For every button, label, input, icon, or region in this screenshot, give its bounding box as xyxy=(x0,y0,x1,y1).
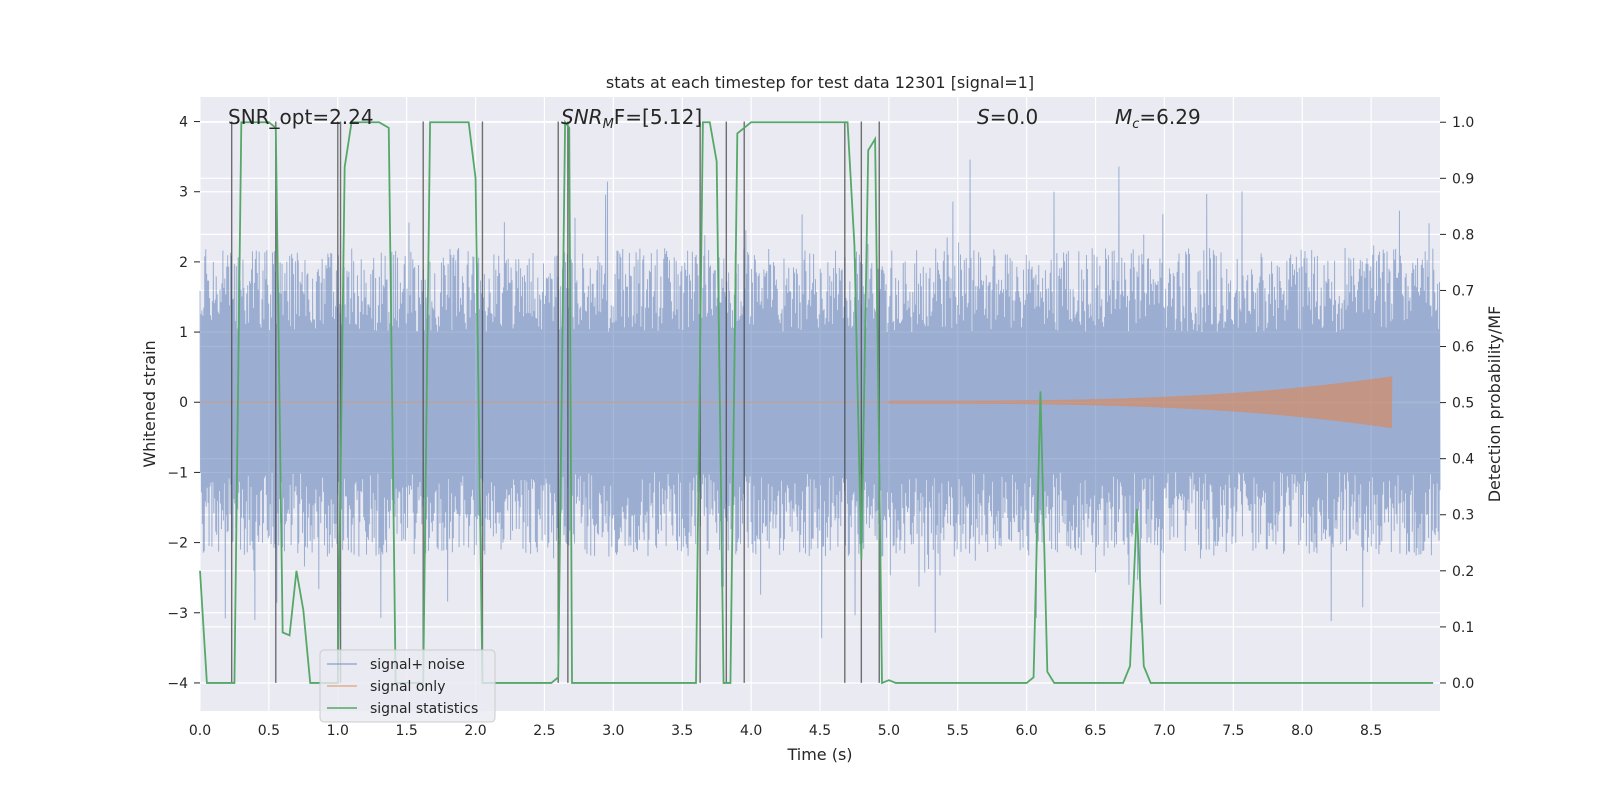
snr-mf-subscript: M xyxy=(603,117,614,132)
signal-noise-line xyxy=(199,159,1441,639)
right-tick-label: 0.0 xyxy=(1452,676,1474,692)
left-tick-label: −4 xyxy=(167,676,188,692)
s-variable: S xyxy=(977,105,990,129)
legend-box xyxy=(319,649,496,723)
x-tick-label: 5.0 xyxy=(878,723,900,739)
right-tick-label: 0.7 xyxy=(1452,283,1474,299)
snr-mf-annotation: SNRMF=[5.12] xyxy=(561,105,702,132)
right-tick-label: 0.6 xyxy=(1452,340,1474,356)
x-tick-label: 7.0 xyxy=(1153,723,1175,739)
signal-statistics-series xyxy=(199,119,1434,685)
right-tick-label: 0.1 xyxy=(1452,620,1474,636)
left-tick-label: −3 xyxy=(167,606,188,622)
signal-noise-series xyxy=(199,159,1441,639)
signal-only-line xyxy=(200,376,1393,429)
x-tick-label: 8.5 xyxy=(1360,723,1382,739)
left-tick-label: 2 xyxy=(179,255,188,271)
mc-variable: M xyxy=(1115,105,1132,129)
left-axis-ticks: −4 −3 −2 −1 0 1 2 3 4 xyxy=(167,115,200,692)
snr-opt-annotation: SNR_opt=2.24 xyxy=(228,105,374,129)
left-tick-label: −1 xyxy=(167,465,188,481)
left-tick-label: 3 xyxy=(179,185,188,201)
x-tick-label: 3.5 xyxy=(671,723,693,739)
right-tick-label: 0.4 xyxy=(1452,452,1474,468)
right-tick-label: 0.5 xyxy=(1452,396,1474,412)
legend-label-signal-only: signal only xyxy=(370,679,445,695)
signal-only-series xyxy=(200,376,1393,429)
x-tick-label: 2.5 xyxy=(533,723,555,739)
mc-subscript: c xyxy=(1132,117,1139,132)
left-y-axis-label: Whitened strain xyxy=(140,340,159,467)
right-tick-label: 0.9 xyxy=(1452,171,1474,187)
left-tick-label: −2 xyxy=(167,536,188,552)
x-tick-label: 4.0 xyxy=(740,723,762,739)
x-axis-ticks: 0.0 0.5 1.0 1.5 2.0 2.5 3.0 3.5 4.0 4.5 5.0 5.5 6.0 6… xyxy=(189,723,1382,739)
x-axis-label: Time (s) xyxy=(786,745,852,764)
x-tick-label: 7.5 xyxy=(1222,723,1244,739)
right-y-axis-label: Detection probability/MF xyxy=(1485,306,1504,503)
right-tick-label: 0.2 xyxy=(1452,564,1474,580)
x-tick-label: 1.5 xyxy=(396,723,418,739)
right-axis-ticks: 0.0 0.1 0.2 0.3 0.4 0.5 0.6 0.7 0.8 0.9 1.0 xyxy=(1440,115,1474,692)
x-tick-label: 6.0 xyxy=(1016,723,1038,739)
right-tick-label: 0.8 xyxy=(1452,227,1474,243)
x-tick-label: 3.0 xyxy=(602,723,624,739)
left-tick-label: 4 xyxy=(179,115,188,131)
x-tick-label: 8.0 xyxy=(1291,723,1313,739)
legend: signal+ noise signal only signal statist… xyxy=(319,649,496,723)
s-annotation: S=0.0 xyxy=(977,105,1038,129)
mc-annotation: Mc=6.29 xyxy=(1115,105,1201,132)
mc-value: =6.29 xyxy=(1139,105,1200,129)
x-tick-label: 0.5 xyxy=(258,723,280,739)
snr-mf-prefix: SNR xyxy=(561,105,603,129)
x-tick-label: 0.0 xyxy=(189,723,211,739)
right-tick-label: 1.0 xyxy=(1452,115,1474,131)
left-tick-label: 0 xyxy=(179,395,188,411)
signal-statistics-line xyxy=(199,119,1434,685)
x-tick-label: 5.5 xyxy=(947,723,969,739)
chart-title: stats at each timestep for test data 123… xyxy=(606,73,1034,92)
x-tick-label: 2.0 xyxy=(464,723,486,739)
right-tick-label: 0.3 xyxy=(1452,508,1474,524)
snr-mf-suffix: F=[5.12] xyxy=(614,105,702,129)
legend-label-signal-noise: signal+ noise xyxy=(370,657,465,673)
x-tick-label: 1.0 xyxy=(327,723,349,739)
left-tick-label: 1 xyxy=(179,325,188,341)
legend-label-signal-statistics: signal statistics xyxy=(370,701,478,717)
x-tick-label: 4.5 xyxy=(809,723,831,739)
s-value: =0.0 xyxy=(990,105,1039,129)
x-tick-label: 6.5 xyxy=(1084,723,1106,739)
